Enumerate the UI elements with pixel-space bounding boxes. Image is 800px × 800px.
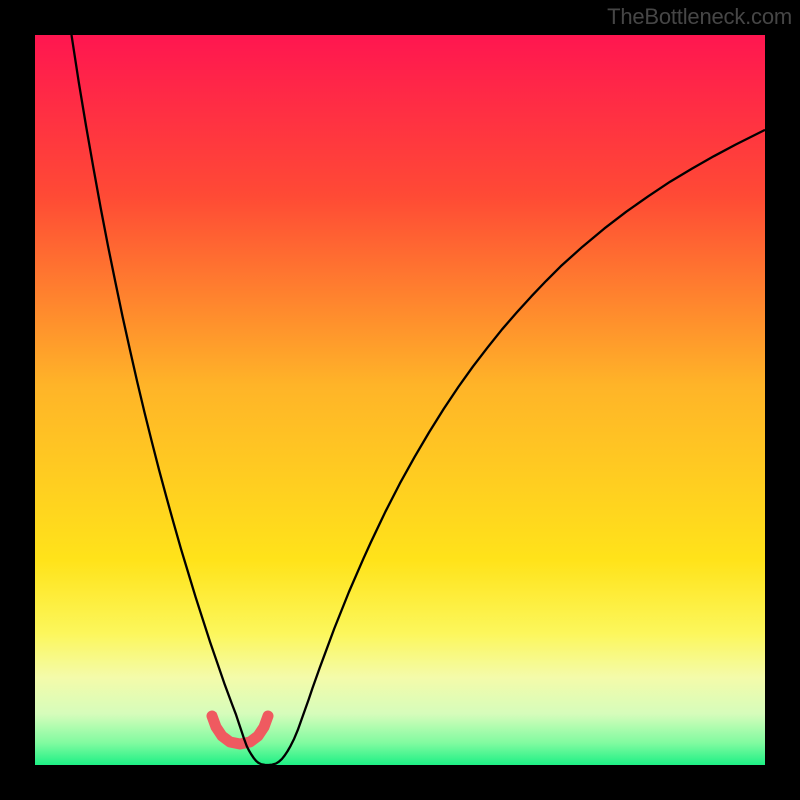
bottleneck-curve xyxy=(72,35,766,765)
watermark-text: TheBottleneck.com xyxy=(607,4,792,30)
chart-svg xyxy=(35,35,765,765)
chart-plot-area xyxy=(35,35,765,765)
